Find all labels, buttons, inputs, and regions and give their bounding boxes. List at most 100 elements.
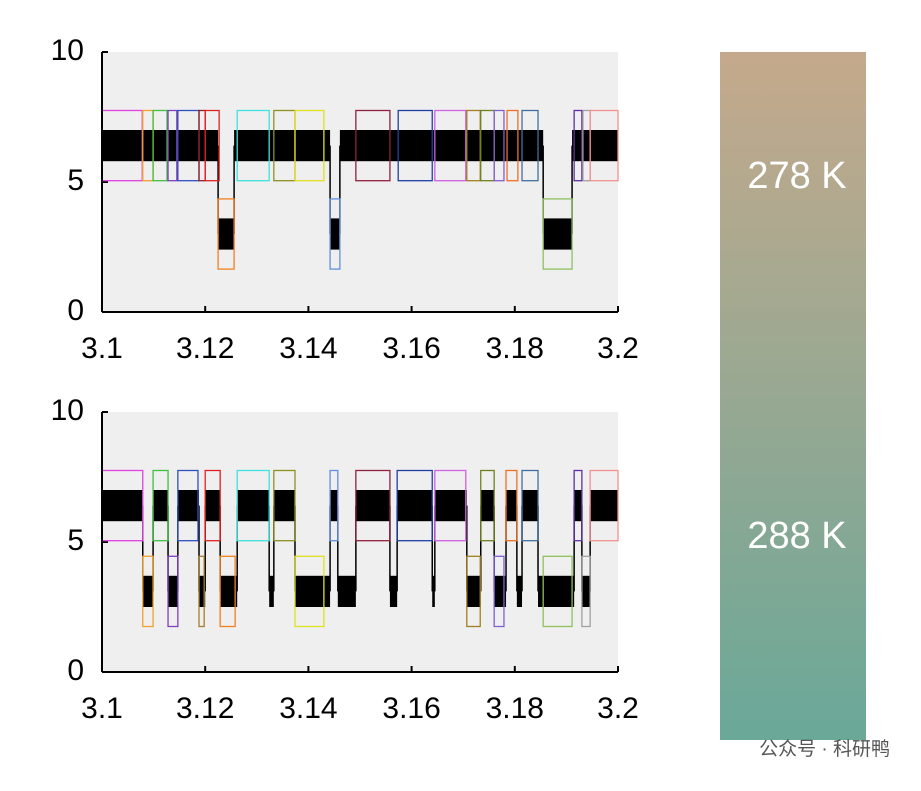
- dwell-box: [152, 469, 169, 542]
- trace-segment: [543, 218, 573, 250]
- dwell-box: [329, 469, 339, 542]
- trace-segment: [397, 490, 433, 522]
- colorbar-label: 288 K: [747, 515, 846, 557]
- trace-segment: [337, 575, 356, 607]
- trace-segment: [432, 575, 435, 607]
- trace-segment: [574, 490, 582, 522]
- trace-segment: [153, 490, 169, 522]
- x-tick-label: 3.12: [176, 332, 234, 365]
- y-tick-label: 10: [51, 34, 84, 67]
- dwell-box: [521, 109, 539, 182]
- y-tick-label: 10: [51, 394, 84, 427]
- x-tick-label: 3.14: [279, 692, 337, 725]
- dwell-box: [434, 109, 467, 182]
- trace-segment: [330, 218, 340, 250]
- trace-segment: [581, 575, 591, 607]
- dwell-box: [167, 109, 178, 182]
- x-tick-label: 3.18: [486, 692, 544, 725]
- dwell-box: [236, 109, 270, 182]
- dwell-box: [355, 469, 391, 542]
- trace-segment: [389, 575, 398, 607]
- dwell-box: [217, 198, 235, 270]
- dwell-box: [152, 109, 168, 182]
- trace-segment: [590, 490, 618, 522]
- dwell-box: [573, 109, 583, 182]
- x-tick-label: 3.18: [486, 332, 544, 365]
- trace-segment: [494, 575, 507, 607]
- y-tick-label: 5: [67, 524, 84, 557]
- trace-segment: [466, 575, 481, 607]
- dwell-box: [466, 555, 481, 628]
- trace-segment: [273, 490, 295, 522]
- trace-segment: [237, 490, 270, 522]
- dwell-box: [434, 469, 467, 542]
- dwell-box: [294, 109, 325, 182]
- dwell-box: [204, 469, 221, 542]
- dwell-box: [480, 469, 495, 542]
- dwell-box: [273, 469, 296, 542]
- trace-segment: [220, 575, 238, 607]
- plot-area: [102, 52, 618, 312]
- trace-segment: [168, 575, 178, 607]
- y-tick-label: 0: [67, 654, 84, 687]
- trace-segment: [434, 490, 467, 522]
- trace-segment: [177, 490, 200, 522]
- y-tick-label: 0: [67, 294, 84, 327]
- x-tick-label: 3.1: [81, 332, 123, 365]
- dwell-box: [573, 469, 583, 542]
- trace-segment: [142, 575, 154, 607]
- dwell-box: [542, 198, 573, 270]
- watermark: 公众号 · 科研鸭: [759, 738, 890, 760]
- colorbar: [720, 52, 866, 740]
- trace-segment: [218, 218, 235, 250]
- dwell-box: [177, 469, 199, 542]
- trace-segment: [339, 130, 544, 162]
- dwell-box: [506, 109, 519, 182]
- trace-segment: [516, 575, 523, 607]
- trace-segment: [480, 490, 495, 522]
- dwell-box: [236, 469, 270, 542]
- trace-segment: [355, 490, 390, 522]
- dwell-box: [219, 555, 236, 628]
- dwell-box: [396, 469, 433, 542]
- trace-segment: [269, 575, 274, 607]
- trace-segment: [199, 575, 206, 607]
- dwell-box: [198, 555, 205, 628]
- trace-segment: [572, 130, 618, 162]
- y-tick-label: 5: [67, 164, 84, 197]
- dwell-box: [589, 109, 619, 182]
- x-tick-label: 3.1: [81, 692, 123, 725]
- x-tick-label: 3.14: [279, 332, 337, 365]
- colorbar-label: 278 K: [747, 155, 846, 197]
- dwell-box: [581, 555, 591, 628]
- trace-segment: [506, 490, 517, 522]
- dwell-box: [493, 555, 505, 628]
- dwell-box: [493, 109, 505, 182]
- dwell-box: [542, 555, 573, 628]
- dwell-box: [521, 469, 539, 542]
- plot-area: [102, 412, 618, 672]
- trace-segment: [102, 130, 219, 162]
- trace-segment: [205, 490, 221, 522]
- dwell-box: [329, 198, 341, 270]
- trace-segment: [330, 490, 338, 522]
- trace-segment: [294, 575, 331, 607]
- dwell-box: [355, 109, 391, 182]
- dwell-box: [142, 555, 154, 628]
- dwell-box: [294, 555, 325, 628]
- x-tick-label: 3.16: [382, 332, 440, 365]
- x-tick-label: 3.2: [597, 332, 639, 365]
- dwell-box: [589, 469, 619, 542]
- trace-segment: [102, 490, 143, 522]
- dwell-box: [204, 109, 220, 182]
- trace-segment: [234, 130, 331, 162]
- trace-segment: [522, 490, 539, 522]
- x-tick-label: 3.2: [597, 692, 639, 725]
- x-tick-label: 3.16: [382, 692, 440, 725]
- dwell-box: [505, 469, 518, 542]
- x-tick-label: 3.12: [176, 692, 234, 725]
- dwell-box: [397, 109, 433, 182]
- trace-segment: [538, 575, 575, 607]
- dwell-box: [167, 555, 179, 628]
